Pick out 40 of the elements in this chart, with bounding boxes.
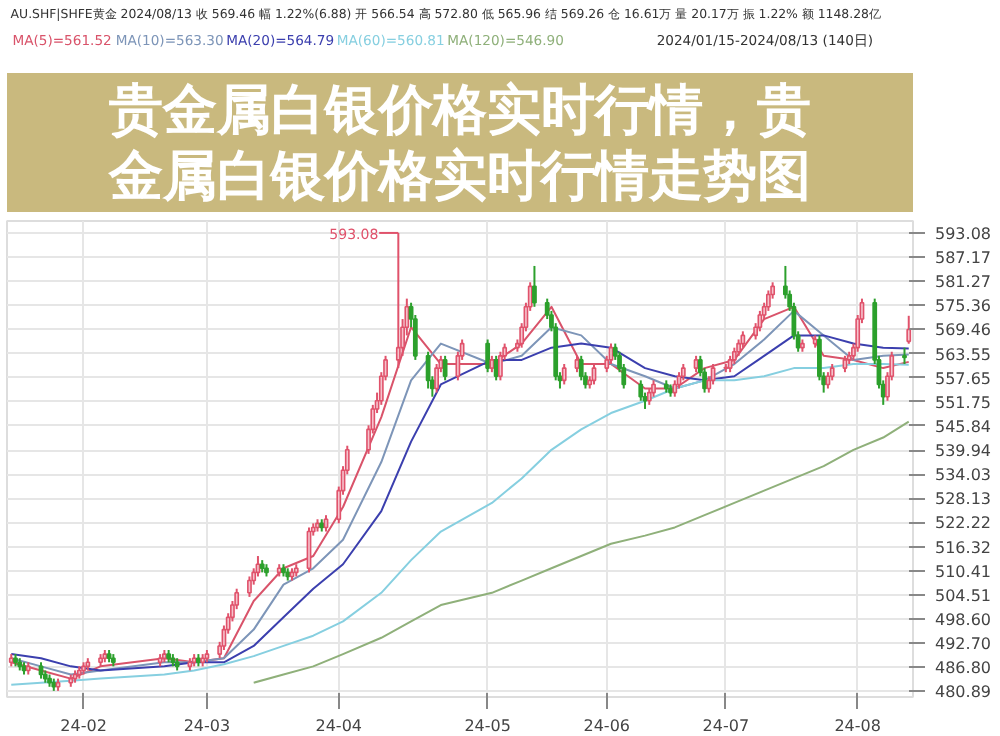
- x-tick-label: 24-02: [60, 717, 107, 735]
- y-tick-label: 545.84: [935, 417, 991, 436]
- x-tick-label: 24-06: [583, 717, 630, 735]
- y-tick-label: 528.13: [935, 490, 991, 509]
- x-tick-label: 24-04: [315, 717, 363, 735]
- candlestick: [532, 264, 537, 308]
- y-tick-label: 557.65: [935, 369, 991, 388]
- y-tick-label: 581.27: [935, 273, 991, 292]
- candlestick: [638, 379, 644, 402]
- y-tick-label: 551.75: [935, 393, 991, 412]
- y-tick-label: 516.32: [935, 538, 991, 557]
- candlestick: [561, 363, 567, 386]
- candlestick: [255, 555, 261, 578]
- y-tick-label: 510.41: [935, 562, 991, 581]
- x-tick-label: 24-05: [464, 717, 511, 735]
- y-tick-label: 492.70: [935, 635, 991, 654]
- x-tick-label: 24-07: [702, 717, 750, 735]
- x-tick-label: 24-03: [183, 717, 231, 735]
- line-series: [252, 420, 910, 684]
- candlestick: [434, 363, 439, 394]
- candlestick: [247, 575, 252, 598]
- candlestick: [765, 289, 771, 312]
- y-tick-label: 593.08: [935, 224, 991, 243]
- y-tick-label: 587.17: [935, 249, 991, 268]
- chart-title: 贵金属白银价格实时行情，贵金属白银价格实时行情走势图: [107, 80, 811, 208]
- candlestick: [442, 354, 448, 382]
- y-tick-label: 563.55: [935, 345, 991, 364]
- y-tick-label: 504.51: [935, 586, 991, 605]
- y-tick-label: 498.60: [935, 610, 991, 629]
- y-tick-label: 534.03: [935, 466, 991, 485]
- candlestick: [578, 354, 584, 382]
- x-tick-label: 24-08: [834, 717, 881, 735]
- candlestick: [906, 314, 912, 345]
- y-tick-label: 539.94: [935, 442, 991, 461]
- y-tick-label: 486.80: [935, 659, 991, 678]
- y-tick-label: 575.36: [935, 297, 991, 316]
- candlestick: [498, 350, 503, 382]
- y-tick-label: 569.46: [935, 321, 991, 340]
- y-tick-label: 480.89: [935, 683, 991, 702]
- y-tick-label: 522.22: [935, 514, 991, 533]
